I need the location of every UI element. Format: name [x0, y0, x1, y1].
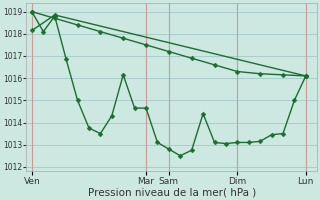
X-axis label: Pression niveau de la mer( hPa ): Pression niveau de la mer( hPa )	[88, 187, 256, 197]
